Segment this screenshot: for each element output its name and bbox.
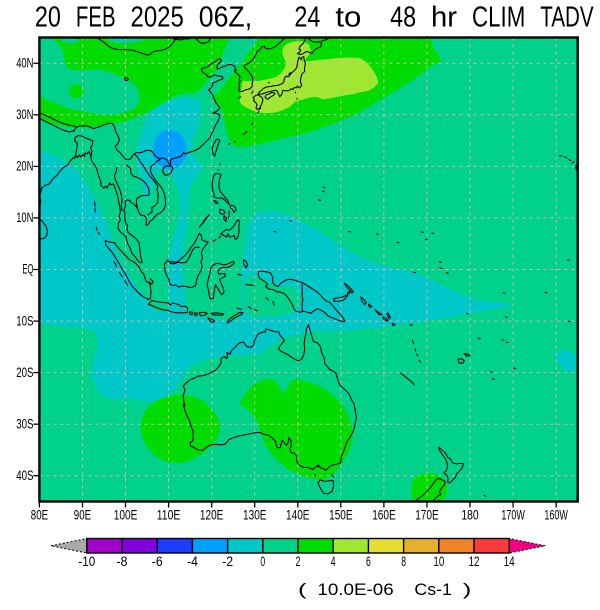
svg-text:-4: -4 — [187, 554, 198, 569]
svg-text:0: 0 — [260, 554, 265, 569]
svg-text:-6: -6 — [152, 554, 163, 569]
svg-text:-8: -8 — [117, 554, 128, 569]
svg-text:20S: 20S — [16, 365, 33, 380]
svg-text:180: 180 — [461, 507, 478, 522]
svg-text:80E: 80E — [31, 507, 48, 522]
svg-text:90E: 90E — [74, 507, 91, 522]
svg-text:130E: 130E — [243, 507, 267, 522]
svg-text:48: 48 — [390, 2, 416, 34]
svg-text:110E: 110E — [157, 507, 181, 522]
svg-text:160E: 160E — [372, 507, 396, 522]
svg-text:FEB: FEB — [76, 2, 116, 34]
svg-text:Cs-1: Cs-1 — [414, 581, 452, 599]
svg-text:TADV: TADV — [540, 2, 594, 34]
svg-text:24: 24 — [294, 2, 320, 34]
svg-text:4: 4 — [331, 554, 336, 569]
svg-text:20N: 20N — [16, 159, 33, 174]
svg-text:170E: 170E — [415, 507, 439, 522]
svg-text:hr: hr — [431, 2, 457, 34]
svg-text:8: 8 — [401, 554, 406, 569]
svg-text:100E: 100E — [114, 507, 138, 522]
svg-text:-10: -10 — [78, 554, 95, 569]
svg-text:EQ: EQ — [22, 262, 33, 277]
svg-text:6: 6 — [366, 554, 371, 569]
svg-text:06Z,: 06Z, — [199, 2, 252, 34]
svg-text:CLIM: CLIM — [472, 2, 525, 34]
svg-text:(: ( — [298, 581, 307, 599]
svg-text:10: 10 — [433, 554, 444, 569]
svg-text:160W: 160W — [544, 507, 568, 522]
svg-text:10N: 10N — [16, 210, 33, 225]
svg-text:150E: 150E — [329, 507, 353, 522]
svg-text:14: 14 — [504, 554, 515, 569]
svg-text:10S: 10S — [16, 313, 33, 328]
svg-text:10.0E-06: 10.0E-06 — [317, 581, 393, 599]
svg-text:140E: 140E — [286, 507, 310, 522]
svg-text:20: 20 — [35, 2, 61, 34]
svg-text:120E: 120E — [200, 507, 224, 522]
svg-text:30N: 30N — [16, 107, 33, 122]
svg-text:): ) — [463, 581, 471, 599]
svg-text:2: 2 — [296, 554, 301, 569]
svg-text:170W: 170W — [501, 507, 525, 522]
svg-text:12: 12 — [469, 554, 480, 569]
svg-text:40N: 40N — [16, 56, 33, 71]
svg-text:2025: 2025 — [131, 2, 184, 34]
svg-text:-2: -2 — [222, 554, 233, 569]
svg-text:40S: 40S — [16, 468, 33, 483]
svg-text:30S: 30S — [16, 416, 33, 431]
svg-text:to: to — [335, 2, 361, 34]
